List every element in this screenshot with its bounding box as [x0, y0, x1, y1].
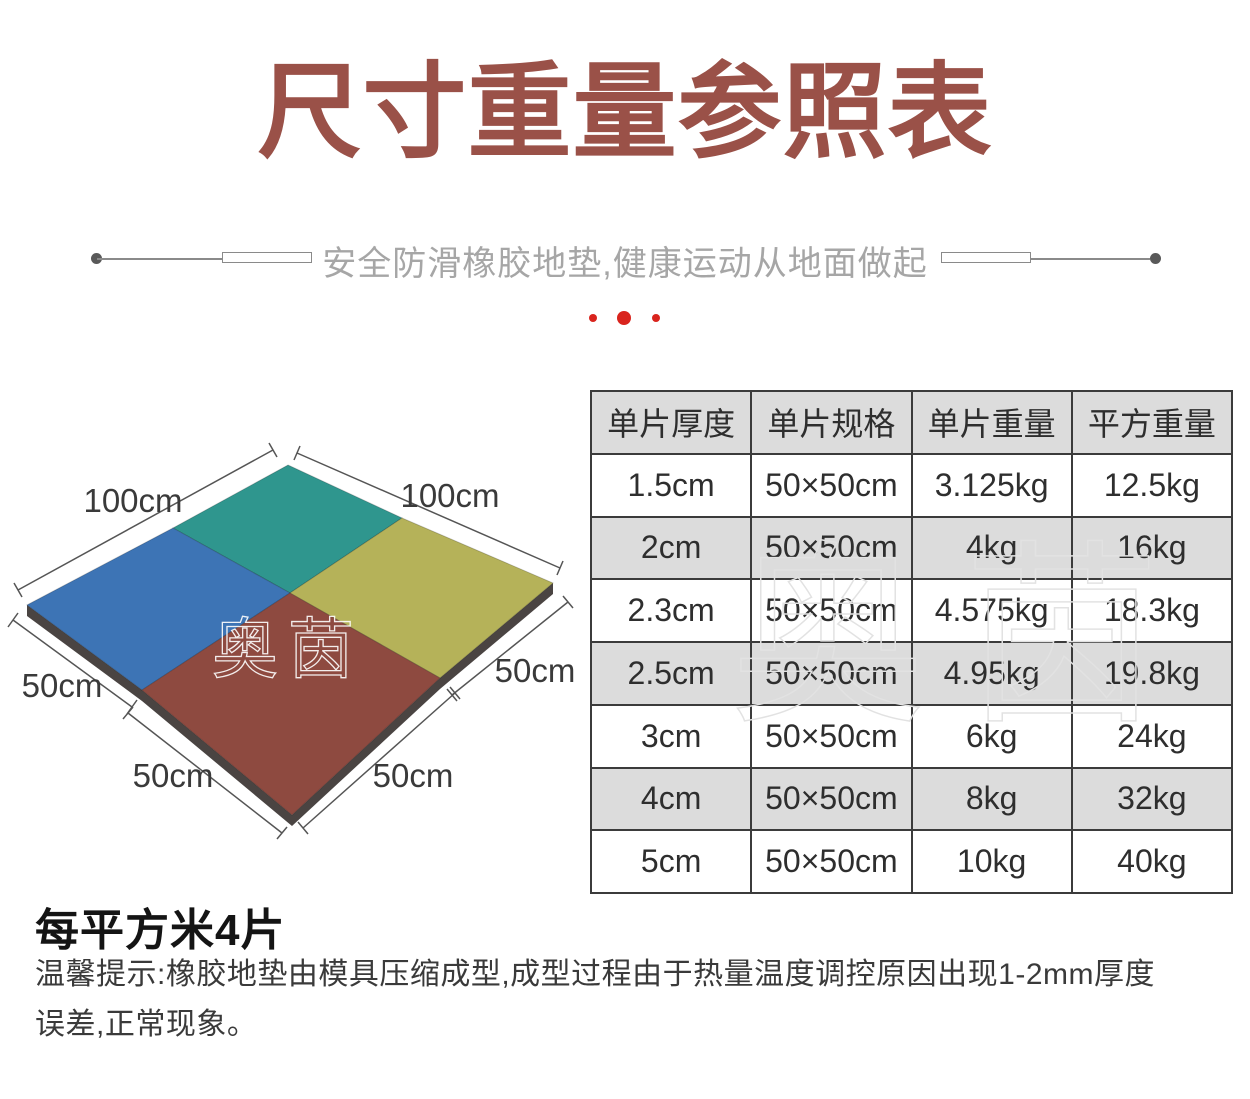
table-row: 2.5cm 50×50cm 4.95kg 19.8kg: [589, 641, 1234, 706]
table-cell: 4cm: [589, 766, 753, 832]
tile-brick: [141, 592, 441, 816]
column-header: 单片重量: [910, 390, 1073, 455]
accent-dot-large-icon: [617, 311, 631, 325]
tolerance-note: 温馨提示:橡胶地垫由模具压缩成型,成型过程由于热量温度调控原因出现1-2mm厚度…: [35, 958, 1156, 1041]
table-header-row: 单片厚度 单片规格 单片重量 平方重量: [589, 390, 1234, 455]
column-header: 单片规格: [750, 390, 913, 455]
divider-line-right: [1030, 258, 1150, 260]
subtitle: 安全防滑橡胶地垫,健康运动从地面做起: [322, 245, 928, 283]
table-cell: 1.5cm: [589, 452, 753, 518]
table-cell: 5cm: [589, 829, 753, 894]
table-cell: 3cm: [589, 703, 753, 769]
table-cell: 3.125kg: [910, 452, 1073, 518]
mat-edge-left: [27, 605, 292, 826]
pieces-per-sqm-heading: 每平方米4片: [35, 906, 286, 955]
dimension-label-left: 50cm: [22, 667, 103, 704]
accent-dot-small-icon: [589, 314, 597, 322]
table-cell: 50×50cm: [750, 703, 913, 769]
table-cell: 10kg: [910, 829, 1073, 894]
table-cell: 12.5kg: [1070, 452, 1234, 518]
mat-edge-right: [292, 583, 553, 826]
table-cell: 50×50cm: [750, 452, 913, 518]
table-cell: 50×50cm: [750, 829, 913, 894]
dimension-lines: [7, 442, 574, 840]
table-row: 2.3cm 50×50cm 4.575kg 18.3kg: [589, 578, 1234, 643]
dimension-label-top-right: 100cm: [400, 477, 499, 514]
dimension-label-bottom-left: 50cm: [133, 757, 214, 794]
mat-illustration: 奥茵 100cm 100cm 50cm 50cm 50cm 50cm: [7, 442, 576, 840]
table-row: 4cm 50×50cm 8kg 32kg: [589, 766, 1234, 832]
table-cell: 32kg: [1070, 766, 1234, 832]
watermark-text: 奥茵: [212, 612, 364, 686]
table-cell: 2cm: [589, 515, 753, 581]
table-cell: 2.3cm: [589, 578, 753, 643]
page-title: 尺寸重量参照表: [257, 55, 993, 171]
column-header: 平方重量: [1070, 390, 1234, 455]
spec-table: 单片厚度 单片规格 单片重量 平方重量 1.5cm 50×50cm 3.125k…: [589, 390, 1234, 894]
table-cell: 50×50cm: [750, 641, 913, 706]
accent-dots: [0, 308, 1250, 328]
divider-bar-left: [222, 252, 312, 263]
table-cell: 4.95kg: [910, 641, 1073, 706]
divider-dot-right-icon: [1150, 253, 1161, 264]
divider-bar-right: [941, 252, 1031, 263]
table-cell: 18.3kg: [1070, 578, 1234, 643]
divider-dot-left-icon: [91, 253, 102, 264]
table-cell: 16kg: [1070, 515, 1234, 581]
table-row: 3cm 50×50cm 6kg 24kg: [589, 703, 1234, 769]
table-cell: 2.5cm: [589, 641, 753, 706]
table-row: 1.5cm 50×50cm 3.125kg 12.5kg: [589, 452, 1234, 518]
table-row: 5cm 50×50cm 10kg 40kg: [589, 829, 1234, 894]
table-cell: 4kg: [910, 515, 1073, 581]
table-cell: 6kg: [910, 703, 1073, 769]
table-row: 2cm 50×50cm 4kg 16kg: [589, 515, 1234, 581]
divider-line-left: [97, 258, 222, 260]
table-cell: 8kg: [910, 766, 1073, 832]
table-cell: 19.8kg: [1070, 641, 1234, 706]
table-cell: 50×50cm: [750, 766, 913, 832]
table-cell: 40kg: [1070, 829, 1234, 894]
dimension-label-right: 50cm: [495, 652, 576, 689]
dimension-label-bottom-right: 50cm: [373, 757, 454, 794]
table-cell: 4.575kg: [910, 578, 1073, 643]
table-cell: 50×50cm: [750, 578, 913, 643]
column-header: 单片厚度: [589, 390, 753, 455]
dimension-label-top-left: 100cm: [83, 482, 182, 519]
accent-dot-small-icon: [652, 314, 660, 322]
table-cell: 24kg: [1070, 703, 1234, 769]
table-cell: 50×50cm: [750, 515, 913, 581]
